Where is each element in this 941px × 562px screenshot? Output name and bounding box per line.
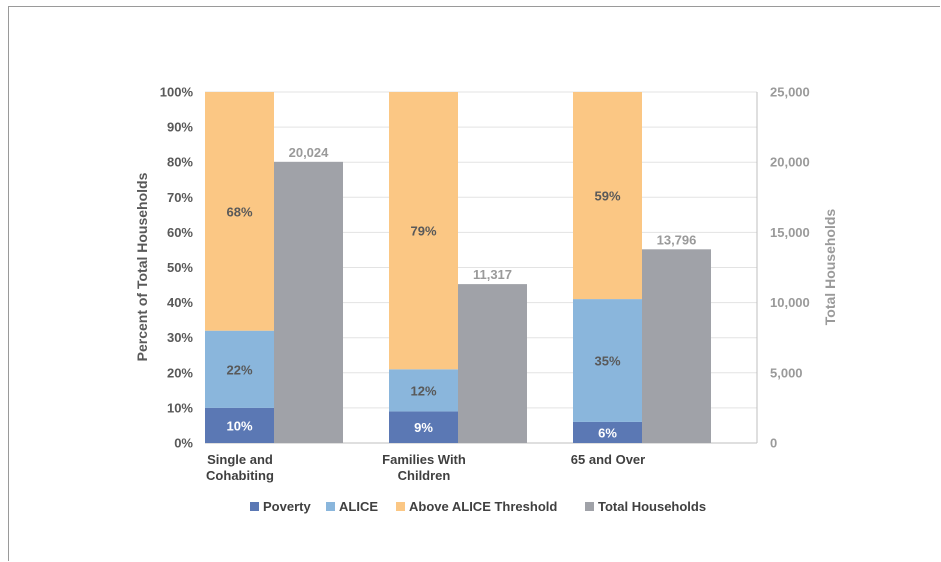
right-tick-label: 25,000 — [770, 85, 810, 100]
bar-segment — [389, 369, 458, 412]
left-tick-label: 40% — [167, 295, 193, 310]
legend-label: Total Households — [598, 499, 706, 514]
total-label: 20,024 — [289, 145, 330, 160]
chart-frame — [8, 6, 940, 561]
segment-label: 22% — [226, 362, 252, 377]
total-bar — [458, 284, 527, 443]
segment-label: 35% — [594, 354, 620, 369]
bars — [205, 92, 711, 443]
bar-segment — [205, 92, 274, 331]
segment-label: 10% — [226, 418, 252, 433]
bar-segment — [389, 92, 458, 370]
left-tick-label: 50% — [167, 260, 193, 275]
segment-label: 6% — [598, 425, 617, 440]
left-tick-label: 10% — [167, 400, 193, 415]
right-tick-label: 20,000 — [770, 155, 810, 170]
right-tick-label: 5,000 — [770, 365, 803, 380]
total-label: 11,317 — [473, 267, 512, 282]
legend-swatch — [396, 502, 405, 511]
legend-swatch — [326, 502, 335, 511]
left-tick-label: 30% — [167, 330, 193, 345]
legend-label: Poverty — [263, 499, 311, 514]
bar-segment — [573, 299, 642, 422]
total-bar — [274, 161, 343, 443]
total-bar — [642, 249, 711, 443]
bar-segment — [573, 92, 642, 300]
segment-label: 9% — [414, 420, 433, 435]
right-tick-label: 0 — [770, 436, 777, 451]
category-label: 65 and Over — [571, 452, 645, 467]
total-label: 13,796 — [657, 232, 697, 247]
right-tick-label: 15,000 — [770, 225, 810, 240]
category-label: Cohabiting — [206, 468, 274, 483]
left-tick-label: 60% — [167, 225, 193, 240]
left-tick-label: 0% — [174, 436, 193, 451]
left-tick-label: 100% — [160, 85, 194, 100]
category-label: Children — [398, 468, 451, 483]
left-axis-ticks: 0% 10% 20% 30% 40% 50% 60% 70% 80% 90% 100% — [160, 85, 194, 451]
left-tick-label: 20% — [167, 365, 193, 380]
segment-label: 59% — [594, 189, 620, 204]
bar-segment — [573, 421, 642, 443]
right-axis-title: Total Households — [822, 209, 838, 326]
left-tick-label: 90% — [167, 120, 193, 135]
segment-label: 68% — [226, 204, 252, 219]
right-axis-ticks: 0 5,000 10,000 15,000 20,000 25,000 — [770, 85, 810, 451]
category-label: Single and — [207, 452, 273, 467]
bar-segment — [389, 411, 458, 443]
legend-label: Above ALICE Threshold — [409, 499, 557, 514]
segment-label: 79% — [410, 224, 436, 239]
legend: Poverty ALICE Above ALICE Threshold Total H… — [250, 499, 706, 514]
bar-segment — [205, 330, 274, 408]
legend-label: ALICE — [339, 499, 378, 514]
right-tick-label: 10,000 — [770, 295, 810, 310]
category-label: Families With — [382, 452, 466, 467]
data-labels: 10% 22% 68% 20,024 9% 12% 79% 11,317 6% 35% 59% 13,… — [226, 145, 696, 441]
bar-segment — [205, 407, 274, 443]
left-tick-label: 70% — [167, 190, 193, 205]
left-axis-title: Percent of Total Households — [134, 172, 150, 361]
legend-swatch — [250, 502, 259, 511]
segment-label: 12% — [410, 383, 436, 398]
legend-swatch — [585, 502, 594, 511]
left-tick-label: 80% — [167, 155, 193, 170]
